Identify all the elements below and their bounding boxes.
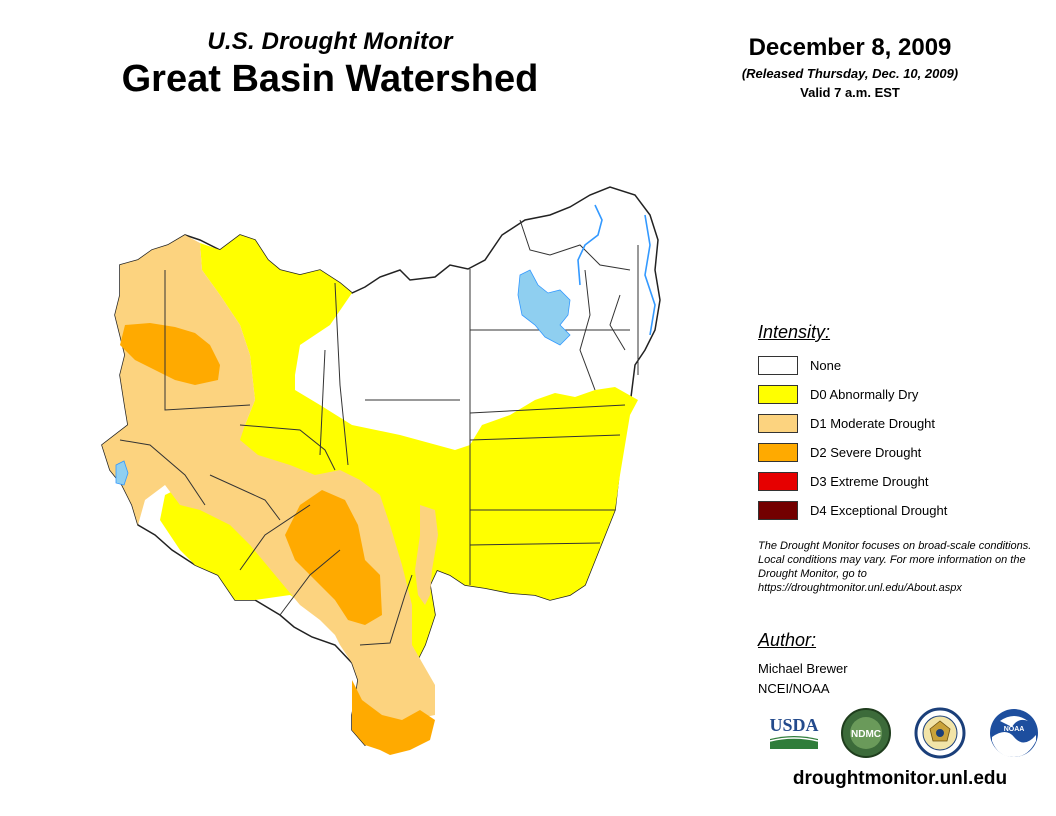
ndmc-logo-text: NDMC <box>851 729 881 740</box>
drought-area-d1-east <box>415 505 438 605</box>
legend-item-d4: D4 Exceptional Drought <box>758 496 1048 525</box>
logo-strip: USDA NDMC NOAA <box>768 707 1048 759</box>
legend: Intensity: None D0 Abnormally Dry D1 Mod… <box>758 322 1048 525</box>
ndmc-logo: NDMC <box>841 708 891 758</box>
usda-logo: USDA <box>769 715 819 749</box>
map-date: December 8, 2009 <box>748 34 952 61</box>
legend-label: D4 Exceptional Drought <box>810 503 948 518</box>
noaa-logo-text: NOAA <box>1004 726 1025 733</box>
author-org: NCEI/NOAA <box>758 681 830 696</box>
drought-area-d2-central <box>285 490 382 625</box>
title-block: U.S. Drought Monitor Great Basin Watersh… <box>60 28 600 101</box>
noaa-logo: NOAA <box>990 709 1038 757</box>
legend-swatch <box>758 356 798 375</box>
date-block: December 8, 2009 (Released Thursday, Dec… <box>690 34 1010 100</box>
author-heading: Author: <box>758 630 817 650</box>
drought-area-d2-northwest <box>120 323 220 385</box>
legend-swatch <box>758 385 798 404</box>
doc-seal-logo <box>914 707 966 759</box>
legend-heading: Intensity: <box>758 322 831 342</box>
legend-swatch <box>758 501 798 520</box>
legend-label: D0 Abnormally Dry <box>810 387 919 402</box>
legend-item-d2: D2 Severe Drought <box>758 438 1048 467</box>
legend-swatch <box>758 414 798 433</box>
map-title: Great Basin Watershed <box>121 58 539 100</box>
legend-swatch <box>758 472 798 491</box>
usda-logo-text: USDA <box>769 715 818 735</box>
legend-swatch <box>758 443 798 462</box>
map-subtitle: U.S. Drought Monitor <box>207 28 453 55</box>
disclaimer: The Drought Monitor focuses on broad-sca… <box>758 540 1032 594</box>
legend-item-d1: D1 Moderate Drought <box>758 409 1048 438</box>
release-note: (Released Thursday, Dec. 10, 2009) <box>741 66 959 81</box>
legend-item-none: None <box>758 351 1048 380</box>
author-block: Author: Michael Brewer NCEI/NOAA <box>758 630 1038 699</box>
legend-label: D3 Extreme Drought <box>810 474 929 489</box>
bear-river <box>577 204 656 336</box>
legend-item-d0: D0 Abnormally Dry <box>758 380 1048 409</box>
legend-label: D1 Moderate Drought <box>810 416 936 431</box>
legend-label: D2 Severe Drought <box>810 445 922 460</box>
site-url[interactable]: droughtmonitor.unl.edu <box>792 768 1008 789</box>
legend-label: None <box>810 358 842 373</box>
great-salt-lake <box>517 269 571 346</box>
lake-tahoe <box>115 460 129 486</box>
county-boundaries <box>119 219 639 646</box>
drought-area-d2-south <box>352 680 435 755</box>
valid-time: Valid 7 a.m. EST <box>800 85 900 100</box>
legend-item-d3: D3 Extreme Drought <box>758 467 1048 496</box>
drought-map <box>101 186 661 755</box>
author-name: Michael Brewer <box>758 661 848 676</box>
